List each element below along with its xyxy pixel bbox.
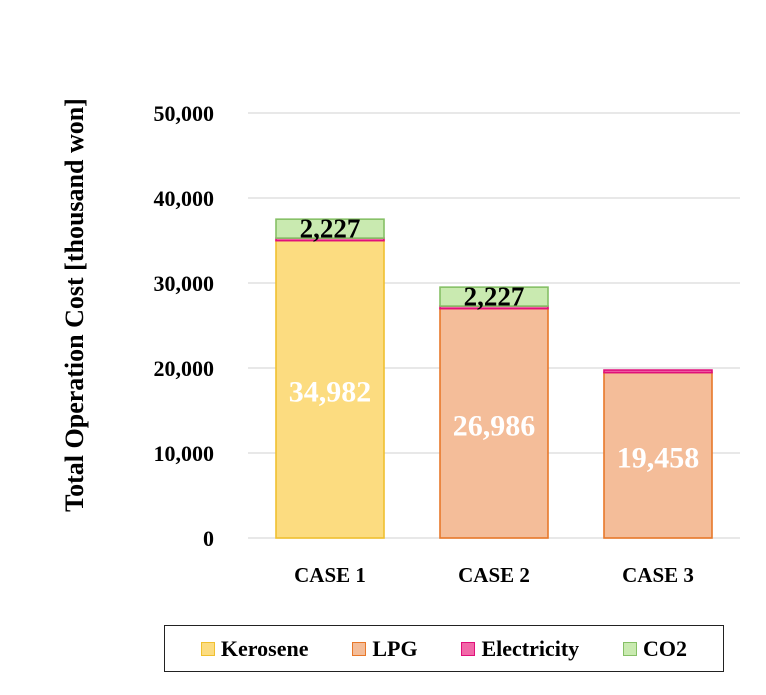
y-tick-label: 10,000 [154, 441, 215, 466]
bar-chart: 0 10,000 20,000 30,000 40,000 50,000 34,982 2,… [60, 98, 740, 587]
legend-label: Kerosene [220, 635, 309, 661]
data-labels: 34,982 2,227 26,986 2,227 19,458 [289, 214, 700, 475]
bar-electricity-3 [603, 369, 713, 374]
legend-label: LPG [372, 635, 418, 661]
data-label: 2,227 [300, 214, 361, 244]
y-tick-label: 30,000 [154, 271, 215, 296]
y-axis-label: Total Operation Cost [thousand won] [60, 98, 89, 512]
bar-lpg-2 [439, 307, 549, 539]
data-label: 26,986 [453, 409, 536, 442]
data-label: 2,227 [464, 282, 525, 312]
bars [275, 218, 713, 539]
y-tick-label: 40,000 [154, 186, 215, 211]
y-tick-labels: 0 10,000 20,000 30,000 40,000 50,000 [154, 101, 215, 551]
legend-swatch [623, 641, 638, 656]
x-tick-label: CASE 2 [458, 563, 530, 587]
y-tick-label: 20,000 [154, 356, 215, 381]
data-label: 19,458 [617, 441, 700, 474]
bar-lpg-3 [603, 371, 713, 539]
y-tick-label: 0 [203, 526, 214, 551]
x-tick-labels: CASE 1 CASE 2 CASE 3 [294, 563, 694, 587]
legend-item-electricity: Electricity [461, 636, 579, 662]
legend-swatch [461, 641, 476, 656]
legend: Kerosene LPG Electricity CO2 [164, 625, 724, 672]
x-tick-label: CASE 3 [622, 563, 694, 587]
legend-item-lpg: LPG [352, 635, 418, 662]
legend-label: Electricity [481, 635, 580, 661]
legend-swatch [352, 641, 367, 656]
legend-swatch [200, 641, 215, 656]
y-tick-label: 50,000 [154, 101, 215, 126]
x-tick-label: CASE 1 [294, 563, 366, 587]
bar-kerosene-1 [275, 239, 385, 539]
legend-item-co2: CO2 [623, 636, 687, 662]
legend-label: CO2 [643, 635, 688, 661]
bar-co2-2 [439, 286, 549, 307]
bar-co2-1 [275, 218, 385, 239]
data-label: 34,982 [289, 375, 372, 408]
legend-item-kerosene: Kerosene [200, 635, 309, 662]
